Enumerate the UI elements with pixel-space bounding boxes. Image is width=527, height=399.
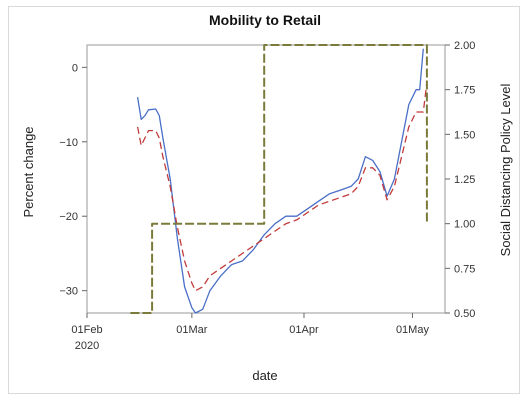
chart-title: Mobility to Retail — [209, 12, 321, 28]
series-layer — [130, 44, 428, 314]
x-tick-label: 01May — [396, 324, 430, 336]
y-tick-label: 0 — [72, 62, 78, 74]
y2-tick-label: 0.50 — [454, 308, 475, 320]
y2-tick-label: 2.00 — [454, 40, 475, 52]
y2-tick-label: 1.00 — [454, 219, 475, 231]
x-tick-label: 01Apr — [289, 324, 319, 336]
y-tick-label: −30 — [59, 286, 78, 298]
y2-tick-label: 1.50 — [454, 129, 475, 141]
series-line-3 — [130, 44, 428, 314]
y-axis-label: Percent change — [21, 126, 36, 217]
y2-tick-label: 1.75 — [454, 85, 475, 97]
y-tick-label: −10 — [59, 137, 78, 149]
x-tick-label: 01Feb — [71, 324, 102, 336]
series-line-1 — [136, 48, 424, 314]
series-line-2 — [136, 82, 428, 292]
y2-tick-label: 1.25 — [454, 174, 475, 186]
plot-area — [86, 44, 446, 314]
tick-layer: 01Feb 2020 01Mar 01Apr 01May 0 −10 −20 −30 0.50 0.… — [59, 40, 475, 352]
y-tick-label: −20 — [59, 211, 78, 223]
y2-tick-label: 0.75 — [454, 263, 475, 275]
x-axis-label: date — [252, 368, 277, 383]
x-tick-sublabel: 2020 — [75, 340, 99, 352]
x-tick-label: 01Mar — [176, 324, 208, 336]
y2-axis-label: Social Distancing Policy Level — [498, 84, 513, 257]
